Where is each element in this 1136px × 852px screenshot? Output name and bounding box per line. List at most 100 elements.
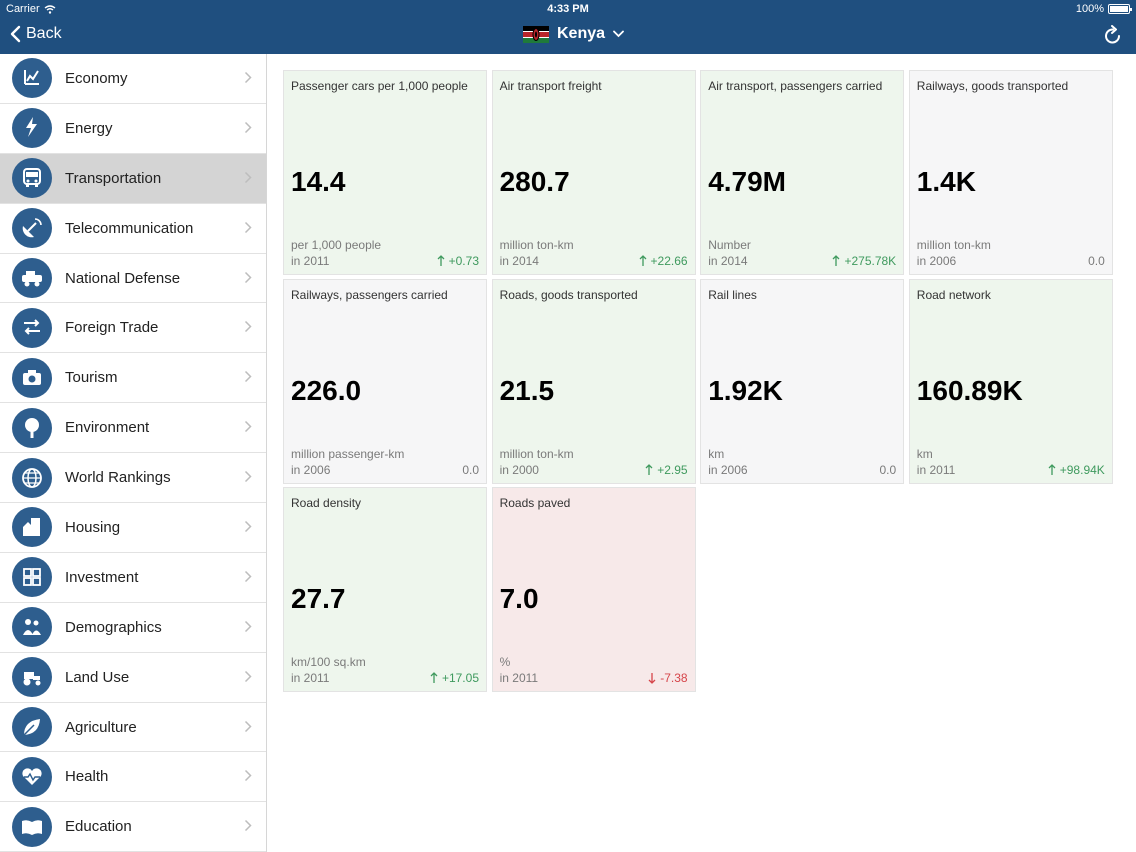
sidebar-item-label: Environment [65, 419, 150, 437]
tile-unit: Number [708, 238, 751, 252]
leaf-icon [12, 707, 52, 748]
tree-icon [12, 407, 52, 448]
sidebar-item-transportation[interactable]: Transportation [0, 153, 266, 204]
tractor-icon [12, 657, 52, 698]
sidebar-item-national-defense[interactable]: National Defense [0, 254, 266, 304]
tile-value: 21.5 [499, 374, 555, 406]
tile-year: in 2000 [499, 462, 539, 477]
nav-bar: Back Kenya [0, 18, 1136, 54]
kenya-flag-icon [523, 25, 549, 43]
chevron-right-icon [244, 71, 252, 84]
globe-icon [12, 457, 52, 498]
tile-change: +0.73 [437, 254, 479, 268]
sidebar-item-demographics[interactable]: Demographics [0, 603, 266, 653]
battery-label: 100% [1075, 3, 1104, 15]
indicator-panel: Passenger cars per 1,000 people 14.4 per 1… [267, 54, 1136, 852]
tile-title: Roads, goods transported [499, 287, 638, 302]
sidebar-item-environment[interactable]: Environment [0, 403, 266, 454]
sidebar-item-label: Foreign Trade [65, 319, 159, 337]
tile-title: Passenger cars per 1,000 people [291, 79, 468, 93]
tile-change-value: +98.94K [1059, 462, 1105, 477]
indicator-tile[interactable]: Air transport freight 280.7 million ton-km… [491, 70, 696, 275]
tile-year: in 2011 [916, 462, 956, 477]
indicator-tile[interactable]: Railways, passengers carried 226.0 million… [283, 278, 487, 484]
tile-year: in 2006 [708, 462, 748, 477]
country-selector[interactable]: Kenya [523, 25, 624, 43]
indicator-tile[interactable]: Road network 160.89K km in 2011 +98.94K [908, 278, 1113, 484]
tile-change: 0.0 [1088, 254, 1105, 268]
tile-unit: km [916, 446, 933, 461]
sidebar-item-label: Energy [65, 119, 113, 137]
tile-value: 1.92K [708, 374, 783, 406]
indicator-tile[interactable]: Railways, goods transported 1.4K million t… [908, 70, 1113, 275]
sidebar-item-economy[interactable]: Economy [0, 54, 266, 104]
tile-value: 14.4 [291, 166, 346, 197]
sidebar-item-label: Health [65, 768, 109, 786]
tile-change-value: +0.73 [448, 254, 479, 268]
indicator-tile[interactable]: Air transport, passengers carried 4.79M Nu… [700, 70, 905, 275]
chevron-right-icon [244, 720, 252, 732]
country-name: Kenya [557, 25, 606, 42]
tile-year: in 2014 [708, 254, 748, 268]
arrow-up-icon [645, 463, 653, 475]
indicator-tile[interactable]: Roads paved 7.0% in 2011 -7.38 [491, 487, 696, 693]
sidebar-item-energy[interactable]: Energy [0, 104, 266, 154]
tile-change: +275.78K [832, 254, 896, 268]
tile-change: +2.95 [645, 462, 688, 477]
tile-change-value: 0.0 [462, 462, 479, 477]
tile-title: Road network [916, 287, 991, 302]
sidebar-item-foreign-trade[interactable]: Foreign Trade [0, 303, 266, 354]
tile-change-value: -7.38 [660, 671, 688, 686]
sidebar-item-investment[interactable]: Investment [0, 553, 266, 603]
exchange-icon [12, 307, 52, 348]
indicator-tile[interactable]: Rail lines 1.92K km in 2006 0.0 [700, 278, 905, 484]
status-bar: Carrier 4:33 PM 100% [0, 0, 1136, 18]
sidebar-item-label: Agriculture [65, 718, 137, 736]
tile-value: 27.7 [291, 583, 346, 615]
tile-value: 4.79M [708, 166, 787, 197]
app-header: Carrier 4:33 PM 100% Back [0, 0, 1136, 54]
sidebar-item-land-use[interactable]: Land Use [0, 653, 266, 703]
carrier-indicator: Carrier [6, 3, 56, 15]
wifi-icon [44, 4, 56, 14]
tile-change: -7.38 [648, 671, 688, 686]
buildings-icon [12, 507, 52, 548]
sidebar-item-housing[interactable]: Housing [0, 503, 266, 553]
sidebar-item-world-rankings[interactable]: World Rankings [0, 453, 266, 504]
battery-indicator: 100% [1075, 3, 1132, 15]
tile-value: 1.4K [916, 166, 976, 197]
tile-change-value: +17.05 [441, 671, 479, 686]
tile-change: +17.05 [430, 671, 479, 685]
arrow-up-icon [1048, 463, 1056, 475]
sidebar-item-health[interactable]: Health [0, 752, 266, 803]
indicator-tile[interactable]: Road density 27.7 km/100 sq.km in 2011 +17.0… [283, 487, 487, 693]
tile-year: in 2011 [291, 671, 330, 686]
tile-year: in 2014 [499, 254, 539, 268]
tile-title: Road density [291, 496, 362, 511]
chevron-right-icon [244, 271, 252, 283]
tile-unit: % [499, 655, 511, 670]
chevron-right-icon [244, 820, 252, 832]
sidebar-item-label: Transportation [65, 169, 162, 187]
indicator-tile[interactable]: Passenger cars per 1,000 people 14.4 per 1… [283, 70, 487, 275]
refresh-button[interactable] [1104, 25, 1122, 50]
tile-unit: million ton-km [499, 238, 574, 252]
indicator-tile[interactable]: Roads, goods transported 21.5 million ton-… [491, 278, 696, 484]
back-label: Back [26, 25, 62, 42]
sidebar-item-education[interactable]: Education [0, 802, 266, 852]
tile-change-value: +2.95 [657, 462, 688, 477]
arrow-up-icon [833, 255, 840, 266]
sidebar-item-tourism[interactable]: Tourism [0, 353, 266, 404]
tile-year: in 2011 [499, 671, 539, 686]
tile-title: Air transport freight [499, 79, 602, 93]
sidebar-item-label: World Rankings [65, 469, 171, 487]
battery-icon [1108, 4, 1132, 14]
back-button[interactable]: Back [10, 25, 62, 43]
chevron-down-icon [613, 30, 624, 38]
sidebar-item-label: Tourism [65, 369, 118, 387]
category-sidebar: Economy Energy Transportation Telecommunica… [0, 54, 267, 852]
sidebar-item-telecommunication[interactable]: Telecommunication [0, 204, 266, 254]
sidebar-item-agriculture[interactable]: Agriculture [0, 703, 266, 753]
tile-unit: per 1,000 people [291, 238, 382, 252]
tile-unit: million ton-km [916, 238, 991, 252]
